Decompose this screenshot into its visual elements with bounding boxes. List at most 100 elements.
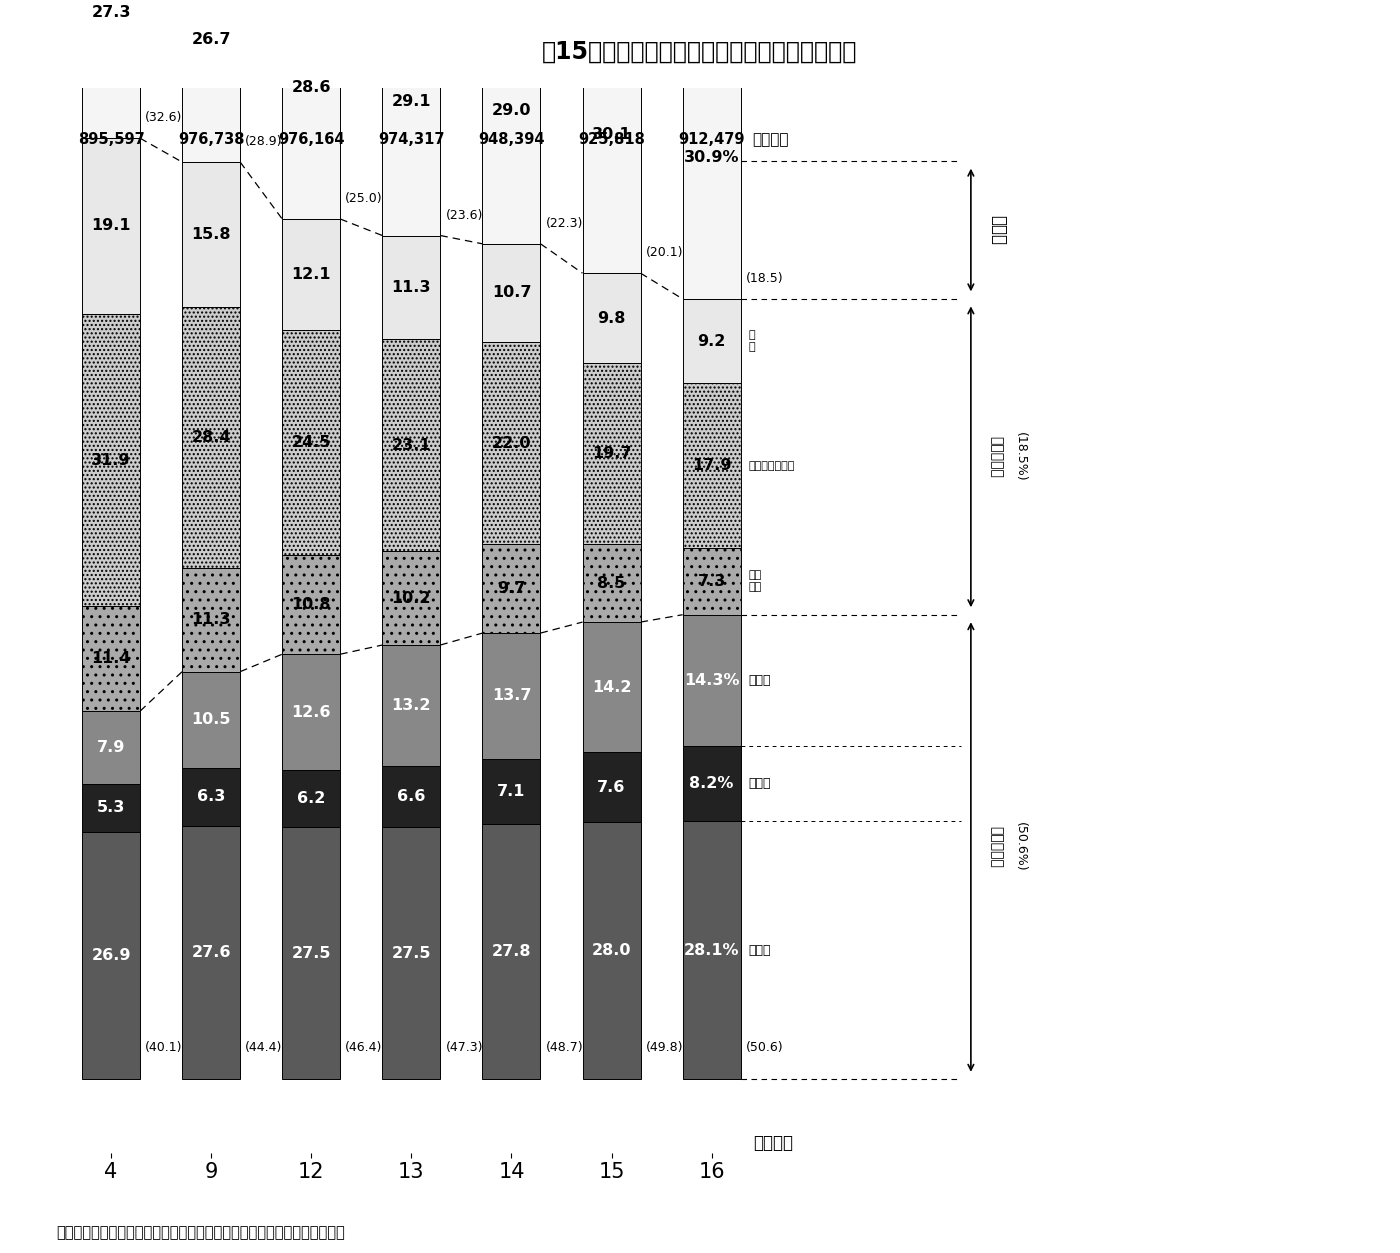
Bar: [483, 544, 540, 633]
Text: 単事
補事: 単事 補事: [749, 570, 762, 591]
Bar: [83, 606, 140, 712]
Text: 22.0: 22.0: [491, 436, 531, 451]
Text: 普通建設事業費: 普通建設事業費: [749, 461, 795, 471]
Text: 24.5: 24.5: [291, 435, 330, 450]
Bar: [382, 767, 441, 827]
Text: (47.3): (47.3): [445, 1041, 483, 1054]
Bar: [283, 330, 340, 555]
Text: 28.1%: 28.1%: [683, 942, 739, 957]
Text: 19.1: 19.1: [91, 218, 130, 233]
Text: 義務的経費: 義務的経費: [988, 826, 1002, 868]
Text: 976,164: 976,164: [279, 133, 344, 148]
Text: 912,479: 912,479: [679, 133, 745, 148]
Text: 31.9: 31.9: [91, 452, 130, 467]
Text: 10.8: 10.8: [291, 598, 330, 613]
Text: 23.1: 23.1: [392, 437, 431, 452]
Bar: [283, 769, 340, 827]
Text: 26.9: 26.9: [91, 949, 130, 964]
Bar: [83, 313, 140, 606]
Text: (46.4): (46.4): [346, 1041, 382, 1054]
Text: 974,317: 974,317: [378, 133, 445, 148]
Bar: [683, 299, 741, 383]
Text: 13.7: 13.7: [491, 688, 531, 703]
Bar: [182, 672, 241, 768]
Text: (28.9): (28.9): [245, 135, 283, 148]
Bar: [483, 759, 540, 824]
Text: 扶助費: 扶助費: [749, 777, 771, 791]
Bar: [182, 568, 241, 672]
Text: (20.1): (20.1): [645, 247, 683, 259]
Bar: [582, 273, 641, 363]
Text: 10.5: 10.5: [192, 713, 231, 727]
Text: 9.7: 9.7: [497, 581, 525, 596]
Text: (50.6): (50.6): [746, 1041, 783, 1054]
Text: 27.6: 27.6: [192, 945, 231, 960]
Text: （注）　（　）内の数値は，義務的経費及び投資的経費の構成比である。: （注） （ ）内の数値は，義務的経費及び投資的経費の構成比である。: [56, 1225, 344, 1240]
Bar: [582, 0, 641, 273]
Text: 7.9: 7.9: [97, 741, 125, 754]
Text: 5.3: 5.3: [97, 801, 125, 816]
Text: 6.6: 6.6: [398, 789, 426, 804]
Text: 8.5: 8.5: [598, 575, 626, 590]
Bar: [83, 712, 140, 783]
Bar: [382, 827, 441, 1079]
Text: （億円）: （億円）: [753, 133, 790, 148]
Text: 7.3: 7.3: [697, 574, 725, 589]
Bar: [83, 832, 140, 1079]
Text: 27.8: 27.8: [491, 945, 531, 960]
Text: 27.3: 27.3: [91, 5, 130, 20]
Text: 6.3: 6.3: [197, 789, 225, 804]
Text: 公債費: 公債費: [749, 674, 771, 687]
Text: 10.7: 10.7: [491, 286, 531, 301]
Bar: [582, 363, 641, 544]
Bar: [182, 0, 241, 162]
Text: 6.2: 6.2: [297, 791, 325, 806]
Text: 925,818: 925,818: [578, 133, 645, 148]
Bar: [382, 551, 441, 645]
Text: 12.1: 12.1: [291, 267, 330, 282]
Bar: [382, 645, 441, 767]
Text: (32.6): (32.6): [146, 112, 182, 124]
Text: (18.5): (18.5): [746, 272, 783, 286]
Bar: [483, 244, 540, 342]
Bar: [683, 821, 741, 1079]
Text: 7.6: 7.6: [598, 779, 626, 794]
Bar: [283, 219, 340, 330]
Bar: [382, 340, 441, 551]
Text: 15.8: 15.8: [192, 227, 231, 242]
Text: 30.9%: 30.9%: [683, 149, 739, 164]
Text: 28.6: 28.6: [291, 80, 330, 95]
Bar: [683, 746, 741, 821]
Bar: [483, 633, 540, 759]
Bar: [182, 307, 241, 568]
Text: (25.0): (25.0): [346, 192, 384, 205]
Text: 26.7: 26.7: [192, 33, 231, 48]
Bar: [83, 138, 140, 313]
Bar: [582, 753, 641, 822]
Bar: [182, 162, 241, 307]
Text: 11.4: 11.4: [91, 652, 130, 667]
Text: (44.4): (44.4): [245, 1041, 283, 1054]
Text: 28.4: 28.4: [192, 430, 231, 445]
Text: 30.1: 30.1: [592, 128, 631, 143]
Text: 895,597: 895,597: [77, 133, 144, 148]
Text: 29.1: 29.1: [392, 94, 431, 109]
Text: (23.6): (23.6): [445, 209, 483, 222]
Bar: [83, 783, 140, 832]
Text: 948,394: 948,394: [479, 133, 545, 148]
Bar: [582, 544, 641, 621]
Text: 13.2: 13.2: [392, 698, 431, 713]
Text: 14.2: 14.2: [592, 680, 631, 694]
Bar: [683, 615, 741, 746]
Bar: [283, 827, 340, 1079]
Text: 28.0: 28.0: [592, 944, 631, 959]
Bar: [283, 0, 340, 219]
Text: 14.3%: 14.3%: [683, 673, 739, 688]
Bar: [182, 768, 241, 826]
Bar: [382, 236, 441, 340]
Text: 7.1: 7.1: [497, 784, 525, 799]
Bar: [683, 383, 741, 548]
Text: 19.7: 19.7: [592, 446, 631, 461]
Bar: [582, 822, 641, 1079]
Text: (50.6%): (50.6%): [1014, 822, 1028, 872]
